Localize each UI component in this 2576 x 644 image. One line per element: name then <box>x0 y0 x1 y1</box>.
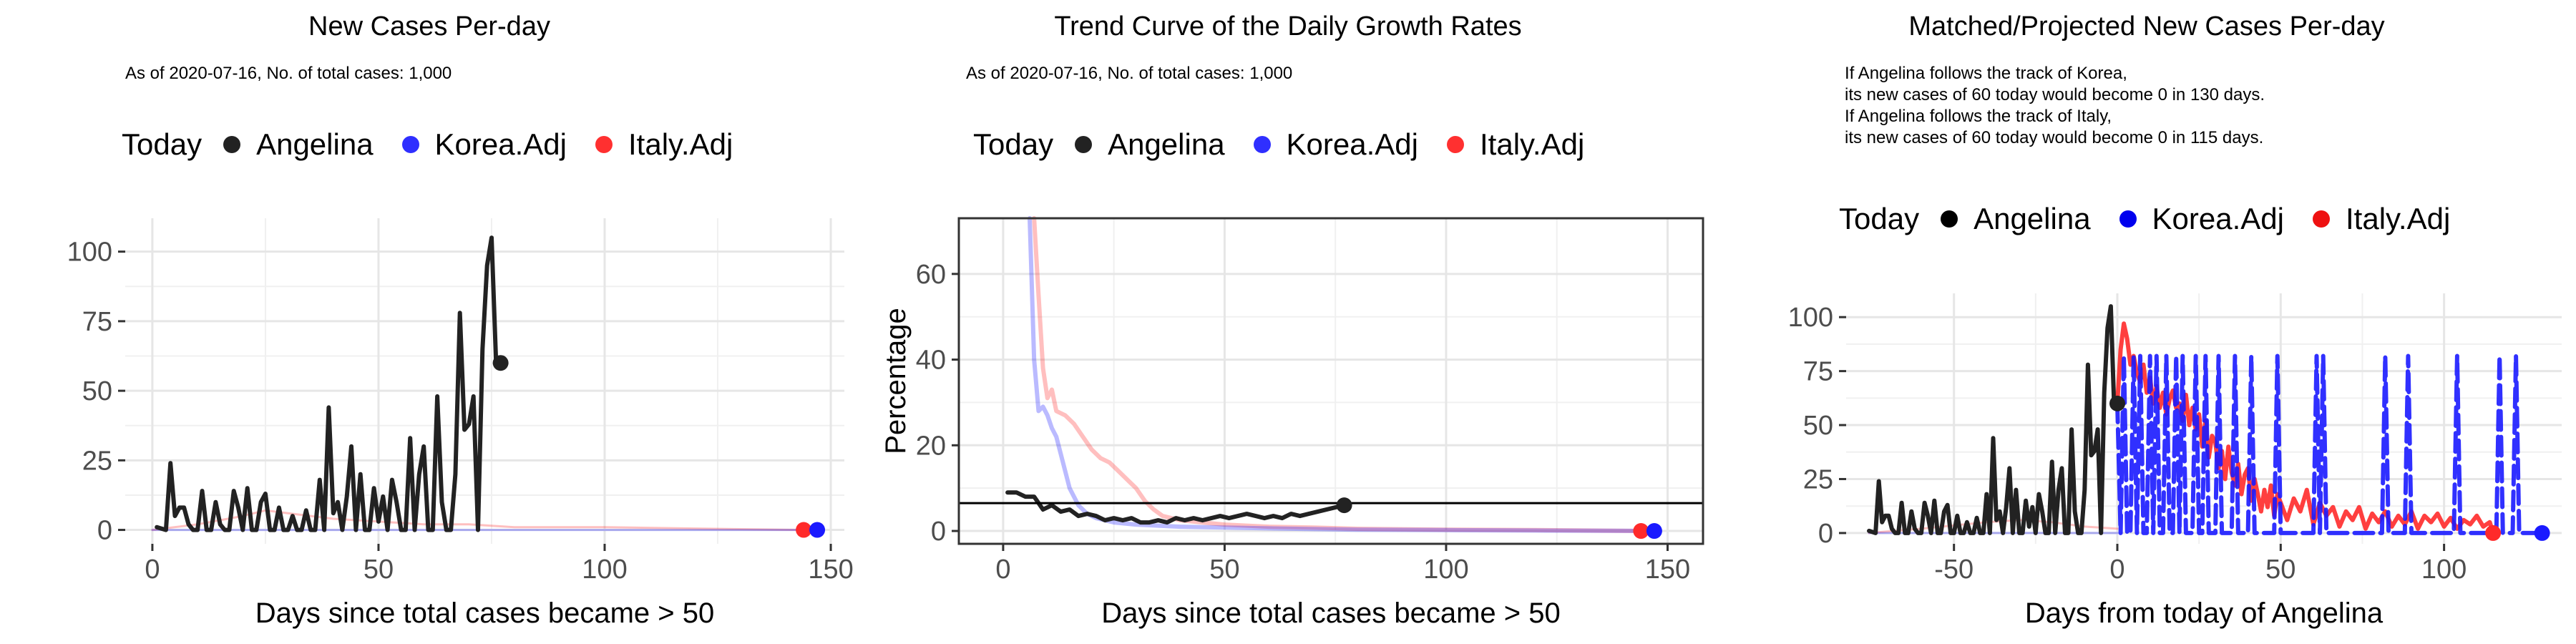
x-tick-label: -50 <box>1934 555 1974 585</box>
x-tick-label: 100 <box>1423 555 1468 585</box>
x-axis-title: Days since total cases became > 50 <box>255 597 714 629</box>
y-tick-label: 25 <box>1803 464 1833 494</box>
legend-label: Italy.Adj <box>1480 127 1585 161</box>
panel-border <box>957 217 1704 545</box>
legend-dot-icon <box>1075 136 1093 153</box>
legend-dot-icon <box>1447 136 1464 153</box>
chart-panel-growth-rates: Trend Curve of the Daily Growth Rates As… <box>859 0 1717 644</box>
legend-label: Italy.Adj <box>628 127 733 161</box>
y-tick-label: 100 <box>1788 303 1833 333</box>
x-tick-label: 50 <box>364 555 394 585</box>
x-axis-title: Days from today of Angelina <box>2025 597 2384 629</box>
y-tick-label: 75 <box>1803 357 1833 387</box>
y-tick-label: 50 <box>82 376 112 406</box>
series-line-korea-adj <box>2115 353 2545 535</box>
chart-plot: -50 0 50 100 0 25 50 75 100 Days from today of An… <box>1788 293 2562 629</box>
legend-item-angelina: Angelina <box>1075 127 1225 162</box>
legend-item-angelina: Angelina <box>223 127 374 162</box>
series-line-angelina <box>1005 490 1347 525</box>
chart-title: New Cases Per-day <box>308 11 550 42</box>
y-tick-label: 0 <box>931 517 946 547</box>
legend-dot-icon <box>1253 136 1271 153</box>
chart-legend: Today Angelina Korea.Adj Italy.Adj <box>122 127 761 162</box>
today-point-angelina <box>2109 395 2125 411</box>
today-point-italy-adj <box>2485 525 2502 541</box>
chart-plot: 0 50 100 150 0 25 50 75 100 Days since total case… <box>67 218 854 629</box>
series-line-angelina <box>155 235 499 532</box>
y-tick-label: 40 <box>916 346 946 376</box>
legend-item-korea: Korea.Adj <box>401 127 567 162</box>
x-tick-label: 0 <box>2109 555 2124 585</box>
legend-label: Angelina <box>256 127 374 161</box>
chart-legend: Today Angelina Korea.Adj Italy.Adj <box>1839 202 2479 236</box>
chart-panel-new-cases: New Cases Per-day As of 2020-07-16, No. … <box>0 0 859 644</box>
legend-label: Angelina <box>1108 127 1225 161</box>
x-tick-label: 50 <box>1209 555 1239 585</box>
legend-title: Today <box>122 127 203 161</box>
chart-title: Matched/Projected New Cases Per-day <box>1908 11 2385 42</box>
legend-label: Korea.Adj <box>1286 127 1418 161</box>
today-point-korea-adj <box>809 522 826 538</box>
chart-legend: Today Angelina Korea.Adj Italy.Adj <box>973 127 1613 162</box>
legend-dot-icon <box>401 136 419 153</box>
x-tick-label: 0 <box>995 555 1010 585</box>
chart-subtitle: As of 2020-07-16, No. of total cases: 1,… <box>966 64 1293 83</box>
chart-subtitle: As of 2020-07-16, No. of total cases: 1,… <box>125 64 452 83</box>
x-tick-label: 50 <box>2265 555 2296 585</box>
today-point-italy-adj <box>796 522 812 538</box>
chart-panel-projected: Matched/Projected New Cases Per-day If A… <box>1717 0 2576 644</box>
legend-title: Today <box>1839 202 1920 235</box>
today-point-angelina <box>492 355 509 371</box>
today-point-korea-adj <box>1646 523 1662 540</box>
y-tick-label: 0 <box>1818 519 1833 549</box>
legend-item-italy: Italy.Adj <box>1447 127 1584 162</box>
legend-dot-icon <box>2313 210 2330 228</box>
legend-label: Angelina <box>1974 202 2091 235</box>
legend-dot-icon <box>2119 210 2137 228</box>
x-axis-title: Days since total cases became > 50 <box>1101 597 1560 629</box>
series-line-angelina <box>1867 304 2117 535</box>
y-tick-label: 20 <box>916 431 946 461</box>
series-line-italy-adj <box>1032 216 1644 533</box>
x-tick-label: 150 <box>808 555 853 585</box>
chart-title: Trend Curve of the Daily Growth Rates <box>1054 11 1522 42</box>
today-point-korea-adj <box>2534 525 2550 541</box>
y-tick-label: 25 <box>82 446 112 476</box>
y-tick-label: 0 <box>97 516 112 546</box>
series-line-korea-adj <box>1028 216 1657 533</box>
y-tick-label: 50 <box>1803 411 1833 441</box>
legend-dot-icon <box>1941 210 1958 228</box>
legend-dot-icon <box>595 136 613 153</box>
legend-label: Korea.Adj <box>2152 202 2284 235</box>
y-tick-label: 75 <box>82 307 112 337</box>
y-tick-label: 100 <box>67 238 112 268</box>
legend-item-korea: Korea.Adj <box>1253 127 1418 162</box>
chart-plot: 0 50 100 150 0 20 40 60 Days since total cases b… <box>880 216 1704 629</box>
legend-item-angelina: Angelina <box>1941 202 2091 236</box>
x-tick-label: 100 <box>582 555 627 585</box>
legend-label: Italy.Adj <box>2346 202 2451 235</box>
today-point-italy-adj <box>1633 523 1649 540</box>
x-tick-label: 0 <box>145 555 160 585</box>
x-tick-label: 100 <box>2421 555 2467 585</box>
legend-dot-icon <box>223 136 241 153</box>
y-tick-label: 60 <box>916 260 946 290</box>
legend-item-korea: Korea.Adj <box>2119 202 2284 236</box>
chart-subtitle: If Angelina follows the track of Korea, … <box>1845 64 2265 147</box>
legend-item-italy: Italy.Adj <box>2313 202 2450 236</box>
legend-title: Today <box>973 127 1054 161</box>
y-axis-title: Percentage <box>880 308 912 454</box>
today-point-angelina <box>1336 497 1352 514</box>
x-tick-label: 150 <box>1645 555 1690 585</box>
legend-item-italy: Italy.Adj <box>595 127 733 162</box>
legend-label: Korea.Adj <box>434 127 567 161</box>
